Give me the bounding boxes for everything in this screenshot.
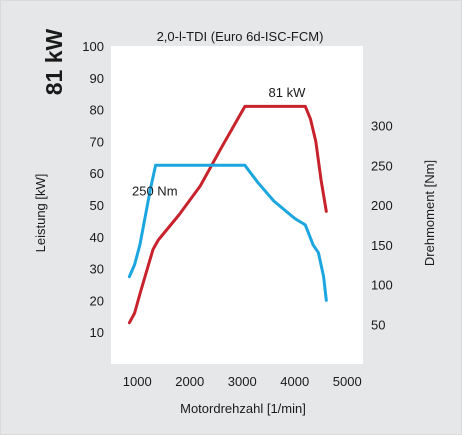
x-tick-label: 1000: [123, 374, 152, 389]
right-tick-label: 100: [371, 278, 393, 293]
big-power-label: 81 kW: [41, 28, 67, 95]
left-tick-label: 10: [90, 325, 104, 340]
torque-peak-annotation: 250 Nm: [132, 183, 178, 198]
left-tick-label: 60: [90, 166, 104, 181]
left-tick-label: 100: [82, 39, 104, 54]
x-axis-title: Motordrehzahl [1/min]: [180, 401, 306, 416]
right-tick-label: 300: [371, 119, 393, 134]
right-axis-title: Drehmoment [Nm]: [422, 160, 437, 266]
left-tick-label: 40: [90, 230, 104, 245]
power-curve: [127, 104, 328, 325]
x-tick-label: 4000: [280, 374, 309, 389]
left-tick-label: 70: [90, 134, 104, 149]
right-tick-label: 150: [371, 238, 393, 253]
right-tick-label: 250: [371, 158, 393, 173]
left-tick-label: 30: [90, 262, 104, 277]
left-tick-label: 90: [90, 71, 104, 86]
left-tick-label: 80: [90, 103, 104, 118]
left-tick-label: 50: [90, 198, 104, 213]
x-tick-label: 5000: [333, 374, 362, 389]
x-tick-label: 2000: [175, 374, 204, 389]
x-tick-label: 3000: [228, 374, 257, 389]
chart-title: 2,0-l-TDI (Euro 6d-ISC-FCM): [157, 29, 324, 44]
right-tick-label: 200: [371, 198, 393, 213]
right-tick-label: 50: [371, 317, 385, 332]
left-tick-label: 20: [90, 293, 104, 308]
torque-curve: [127, 163, 328, 302]
left-axis-title: Leistung [kW]: [33, 174, 48, 253]
plot-area: [111, 46, 363, 364]
power-peak-annotation: 81 kW: [269, 85, 307, 100]
